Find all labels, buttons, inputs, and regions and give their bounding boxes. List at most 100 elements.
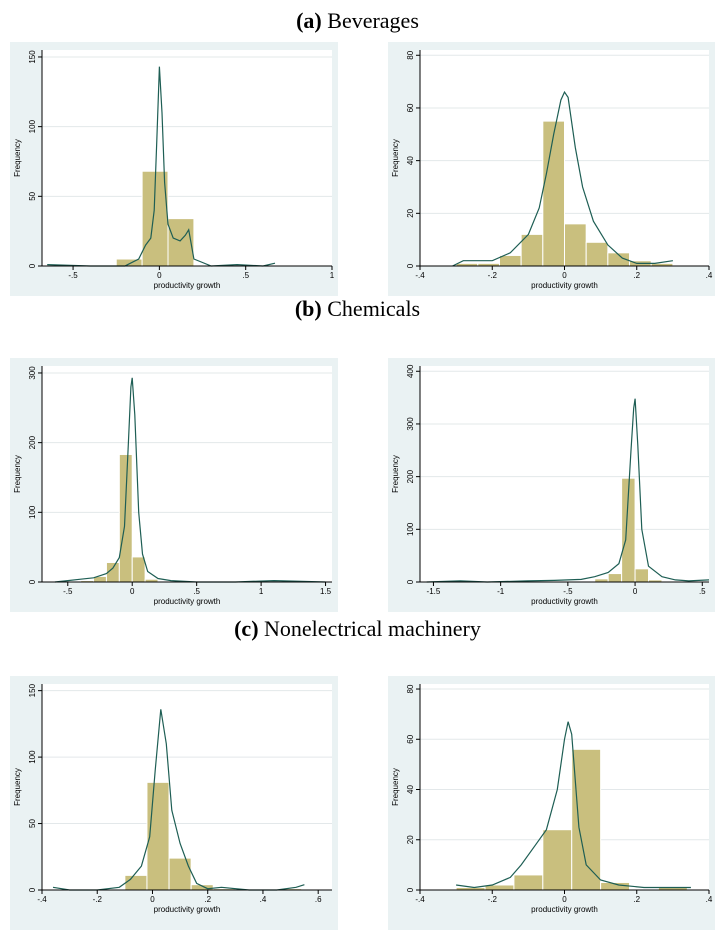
y-tick-label: 0 [406, 579, 415, 584]
histogram-bar [115, 258, 143, 267]
section-name: Beverages [327, 8, 419, 33]
y-tick-label: 80 [406, 50, 415, 59]
y-tick-label: 0 [28, 263, 37, 268]
y-axis-label: Frequency [391, 455, 400, 493]
x-tick-label: .6 [315, 895, 322, 904]
chart-panel-b-left: -.5 0 .5 1 1.5 0 100 200 300 productivity growth F… [10, 358, 338, 612]
y-tick-label: 150 [28, 50, 37, 64]
x-tick-label: -1.5 [427, 587, 441, 596]
y-tick-label: 60 [406, 734, 415, 743]
histogram-chart: -.4 -.2 0 .2 .4 .6 0 50 100 150 productivity growt… [13, 683, 332, 914]
y-tick-label: 80 [406, 684, 415, 693]
y-tick-label: 150 [28, 683, 37, 697]
y-tick-label: 20 [406, 835, 415, 844]
y-tick-label: 50 [28, 191, 37, 200]
x-tick-label: .2 [204, 895, 211, 904]
section-letter: (b) [294, 296, 322, 321]
x-axis-label: productivity growth [154, 597, 221, 606]
section-name: Nonelectrical machinery [264, 616, 481, 641]
x-tick-label: -.5 [63, 587, 73, 596]
y-tick-label: 200 [406, 469, 415, 483]
x-tick-label: .5 [242, 271, 249, 280]
y-tick-label: 300 [28, 366, 37, 380]
x-tick-label: -.2 [93, 895, 103, 904]
y-tick-label: 400 [406, 364, 415, 378]
x-tick-label: .4 [706, 895, 713, 904]
histogram-chart: -1.5 -1 -.5 0 .5 0 100 200 300 400 productivity gr… [391, 364, 710, 606]
x-tick-label: 0 [157, 271, 162, 280]
plot-area [42, 684, 332, 890]
histogram-chart: -.4 -.2 0 .2 .4 0 20 40 60 80 productivity growth F… [391, 684, 713, 914]
histogram-chart: -.5 0 .5 1 0 50 100 150 productivity growth Frequ… [13, 50, 335, 290]
x-tick-label: -.4 [415, 271, 425, 280]
x-tick-label: 0 [150, 895, 155, 904]
x-axis-label: productivity growth [531, 281, 598, 290]
y-tick-label: 300 [406, 417, 415, 431]
histogram-bar [118, 453, 133, 583]
section-name: Chemicals [327, 296, 421, 321]
y-tick-label: 40 [406, 156, 415, 165]
y-axis-label: Frequency [13, 768, 22, 806]
section-letter: (c) [234, 616, 259, 641]
y-tick-label: 200 [28, 435, 37, 449]
chart-panel-b-right: -1.5 -1 -.5 0 .5 0 100 200 300 400 productivity gr… [388, 358, 715, 612]
histogram-bar [542, 120, 565, 267]
y-tick-label: 40 [406, 785, 415, 794]
histogram-bar [542, 829, 573, 891]
y-tick-label: 20 [406, 208, 415, 217]
histogram-chart: -.4 -.2 0 .2 .4 0 20 40 60 80 productivity growth F… [391, 50, 713, 290]
y-tick-label: 100 [28, 119, 37, 133]
x-tick-label: 0 [562, 895, 567, 904]
histogram-bar [513, 874, 544, 891]
histogram-bar [607, 573, 623, 583]
y-axis-label: Frequency [13, 139, 22, 177]
x-axis-label: productivity growth [154, 281, 221, 290]
x-axis-label: productivity growth [531, 597, 598, 606]
x-tick-label: -.2 [488, 895, 498, 904]
plot-area [42, 366, 332, 582]
y-tick-label: 60 [406, 103, 415, 112]
x-tick-label: .5 [699, 587, 706, 596]
chart-panel-c-left: -.4 -.2 0 .2 .4 .6 0 50 100 150 productivity growt… [10, 676, 338, 930]
chart-panel-a-right: -.4 -.2 0 .2 .4 0 20 40 60 80 productivity growth F… [388, 42, 715, 296]
x-tick-label: .5 [193, 587, 200, 596]
x-tick-label: .2 [633, 271, 640, 280]
density-line [47, 66, 276, 267]
y-tick-label: 0 [406, 263, 415, 268]
y-tick-label: 100 [28, 750, 37, 764]
histogram-bar [498, 254, 522, 267]
x-tick-label: 0 [130, 587, 135, 596]
y-axis-label: Frequency [391, 139, 400, 177]
x-tick-label: 1 [330, 271, 335, 280]
y-tick-label: 0 [28, 887, 37, 892]
histogram-bar [634, 568, 650, 583]
y-tick-label: 0 [28, 579, 37, 584]
histogram-chart: -.5 0 .5 1 1.5 0 100 200 300 productivity growth F… [13, 366, 332, 606]
density-line [456, 721, 691, 889]
histogram-bar [564, 223, 587, 267]
histogram-bar [131, 556, 146, 583]
histogram-bar [571, 748, 602, 891]
x-tick-label: .4 [260, 895, 267, 904]
x-tick-label: .4 [706, 271, 713, 280]
y-axis-label: Frequency [13, 455, 22, 493]
chart-panel-c-right: -.4 -.2 0 .2 .4 0 20 40 60 80 productivity growth F… [388, 676, 715, 930]
histogram-bar [167, 218, 195, 267]
x-tick-label: 0 [562, 271, 567, 280]
density-line [426, 398, 710, 583]
density-line [452, 90, 673, 267]
x-tick-label: -.4 [37, 895, 47, 904]
x-tick-label: .2 [633, 895, 640, 904]
x-tick-label: -.5 [563, 587, 573, 596]
plot-area [420, 366, 709, 582]
section-title-a: (a) Beverages [0, 8, 715, 34]
chart-panel-a-left: -.5 0 .5 1 0 50 100 150 productivity growth Frequ… [10, 42, 338, 296]
y-axis-label: Frequency [391, 768, 400, 806]
y-tick-label: 100 [406, 522, 415, 536]
section-title-b: (b) Chemicals [0, 296, 715, 322]
histogram-bar [124, 874, 148, 891]
x-axis-label: productivity growth [154, 905, 221, 914]
section-letter: (a) [296, 8, 322, 33]
x-tick-label: -.4 [415, 895, 425, 904]
y-tick-label: 50 [28, 819, 37, 828]
